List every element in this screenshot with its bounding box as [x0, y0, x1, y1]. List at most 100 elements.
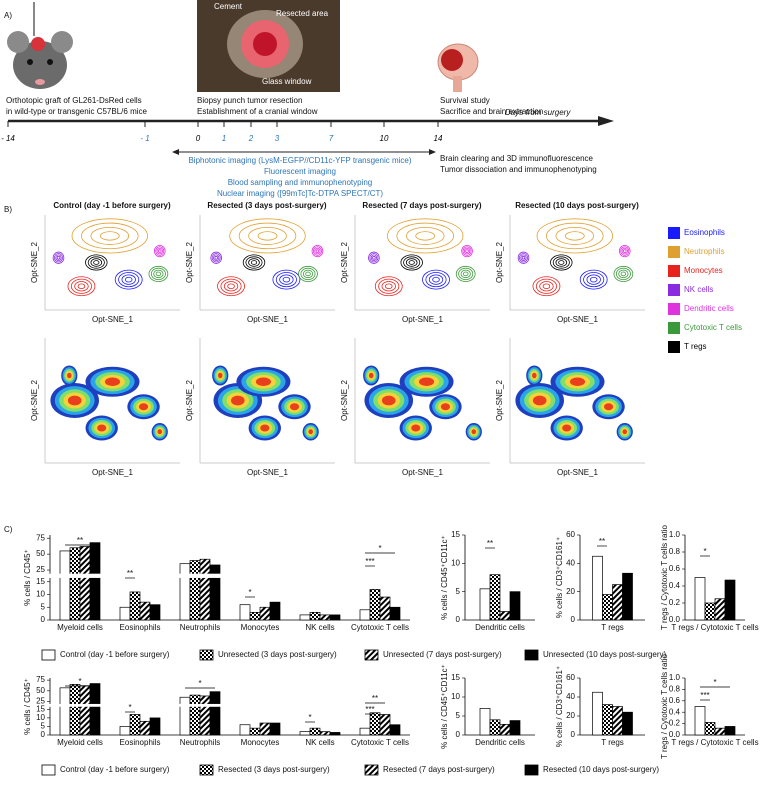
bar — [259, 722, 271, 736]
contour — [374, 276, 403, 297]
contour — [153, 269, 164, 279]
density — [260, 424, 270, 432]
bar-chart: 0.00.20.40.60.81.0T regs / Cytotoxic T c… — [660, 653, 758, 758]
mouse-eye — [27, 59, 33, 65]
density — [104, 377, 121, 386]
density — [289, 403, 300, 411]
contour — [613, 265, 634, 282]
contour — [519, 253, 528, 263]
contour-plot: Opt-SNE_1 Opt-SNE_2 — [185, 215, 335, 324]
contour — [517, 251, 530, 264]
legend-label: Unresected (7 days post-surgery) — [383, 650, 502, 659]
axis-label: Opt-SNE_2 — [185, 379, 194, 420]
density — [471, 429, 477, 435]
bar — [249, 727, 261, 736]
panel-title: Resected (3 days post-surgery) — [207, 201, 326, 210]
bar — [622, 711, 633, 736]
density — [562, 424, 572, 432]
significance-label: *** — [700, 691, 709, 700]
bar — [714, 727, 726, 736]
contour — [535, 278, 557, 294]
density-plot: Opt-SNE_1 Opt-SNE_2 — [30, 338, 180, 477]
density — [255, 377, 272, 386]
bar — [329, 732, 341, 736]
contour — [214, 255, 218, 260]
axis-label: Opt-SNE_2 — [185, 241, 194, 282]
imaging-text: Fluorescent imaging — [264, 167, 336, 176]
contour — [400, 254, 423, 271]
contour — [55, 254, 62, 261]
contour — [153, 245, 166, 258]
contour — [302, 269, 314, 279]
contour — [387, 218, 464, 254]
bar — [704, 722, 716, 736]
contour — [74, 281, 89, 292]
legend-label: NK cells — [684, 285, 713, 294]
contour — [155, 246, 165, 256]
contour — [77, 283, 86, 290]
contour — [542, 283, 551, 290]
mouse-nose — [35, 79, 45, 85]
y-tick-label: 0.0 — [669, 730, 681, 739]
bar — [309, 611, 321, 621]
contour — [428, 274, 444, 285]
panel-label: C) — [4, 525, 13, 534]
y-tick-label: 5 — [456, 711, 461, 720]
photo-label: Glass window — [262, 77, 312, 86]
bar — [139, 720, 151, 736]
contour — [85, 254, 108, 271]
contour — [620, 246, 630, 256]
panel-label: B) — [4, 205, 12, 214]
mouse-head — [13, 41, 67, 89]
y-tick-label: 40 — [566, 692, 575, 701]
contour — [589, 276, 598, 283]
axis-label: Opt-SNE_2 — [495, 241, 504, 282]
contour — [384, 283, 393, 290]
legend-swatch — [199, 649, 214, 661]
density — [217, 372, 223, 379]
contour — [552, 256, 570, 269]
y-axis-label: T regs / Cytotoxic T cells ratio — [660, 653, 669, 758]
contour — [305, 271, 311, 277]
significance-label: ** — [372, 694, 378, 703]
contour — [369, 253, 379, 263]
contour — [275, 272, 297, 288]
imaging-text: Nuclear imaging ([99mTc]Tc-DTPA SPECT/CT… — [217, 189, 383, 198]
significance-label: * — [248, 588, 251, 597]
y-tick-label: 0.2 — [669, 598, 681, 607]
bar — [59, 550, 71, 621]
graft-site — [31, 37, 45, 51]
contour — [87, 256, 105, 269]
bar — [592, 691, 603, 736]
contour — [368, 251, 380, 264]
bar — [359, 727, 371, 736]
density — [440, 403, 450, 411]
significance-label: * — [78, 677, 81, 686]
legend-label: Unresected (3 days post-surgery) — [218, 650, 337, 659]
legend-swatch — [524, 764, 539, 776]
legend-label: Control (day -1 before surgery) — [60, 765, 170, 774]
contour — [555, 258, 568, 267]
bar — [694, 577, 706, 621]
legend-swatch — [668, 303, 680, 315]
step-text: Biopsy punch tumor resection — [197, 96, 302, 105]
bar — [209, 564, 221, 621]
contour — [314, 247, 321, 255]
bar — [149, 604, 161, 621]
contour — [586, 274, 601, 285]
axis-label: Opt-SNE_2 — [30, 379, 39, 420]
bar — [179, 563, 191, 621]
panel-title: Resected (7 days post-surgery) — [362, 201, 481, 210]
y-tick-label: 0.6 — [669, 696, 681, 705]
step-text: in wild-type or transgenic C57BL/6 mice — [6, 107, 148, 116]
contour — [463, 247, 471, 255]
timeline-tick-label: 14 — [434, 134, 443, 143]
significance-label: * — [128, 703, 131, 712]
density — [532, 395, 547, 406]
x-tick-label: T regs — [601, 738, 624, 747]
legend-label: Resected (10 days post-surgery) — [543, 765, 659, 774]
x-tick-label: T regs / Cytotoxic T cells — [671, 623, 758, 632]
y-tick-label: 0.0 — [669, 615, 681, 624]
